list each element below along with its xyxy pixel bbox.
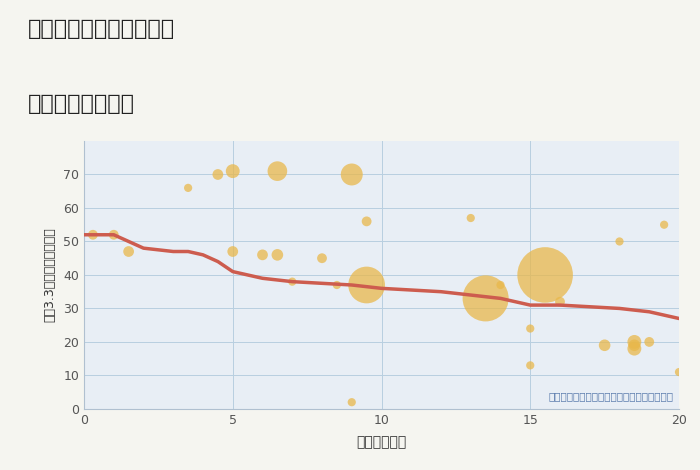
- Text: 奈良県奈良市興隆寺町の: 奈良県奈良市興隆寺町の: [28, 19, 175, 39]
- Point: [316, 254, 328, 262]
- X-axis label: 駅距離（分）: 駅距離（分）: [356, 435, 407, 449]
- Point: [644, 338, 655, 346]
- Point: [599, 342, 610, 349]
- Point: [227, 248, 238, 255]
- Y-axis label: 坪（3.3㎡）単価（万円）: 坪（3.3㎡）単価（万円）: [43, 227, 56, 322]
- Point: [272, 167, 283, 175]
- Point: [331, 281, 342, 289]
- Point: [361, 218, 372, 225]
- Text: 円の大きさは、取引のあった物件面積を示す: 円の大きさは、取引のあった物件面積を示す: [548, 391, 673, 401]
- Point: [629, 342, 640, 349]
- Point: [227, 167, 238, 175]
- Point: [212, 171, 223, 178]
- Point: [361, 281, 372, 289]
- Point: [257, 251, 268, 258]
- Text: 駅距離別土地価格: 駅距離別土地価格: [28, 94, 135, 114]
- Point: [108, 231, 119, 239]
- Point: [659, 221, 670, 228]
- Point: [629, 338, 640, 346]
- Point: [629, 345, 640, 352]
- Point: [525, 361, 536, 369]
- Point: [346, 399, 357, 406]
- Point: [123, 248, 134, 255]
- Point: [465, 214, 476, 222]
- Point: [495, 281, 506, 289]
- Point: [272, 251, 283, 258]
- Point: [525, 325, 536, 332]
- Point: [88, 231, 99, 239]
- Point: [614, 238, 625, 245]
- Point: [673, 368, 685, 376]
- Point: [540, 271, 551, 279]
- Point: [346, 171, 357, 178]
- Point: [480, 295, 491, 302]
- Point: [287, 278, 298, 285]
- Point: [554, 298, 566, 306]
- Point: [183, 184, 194, 192]
